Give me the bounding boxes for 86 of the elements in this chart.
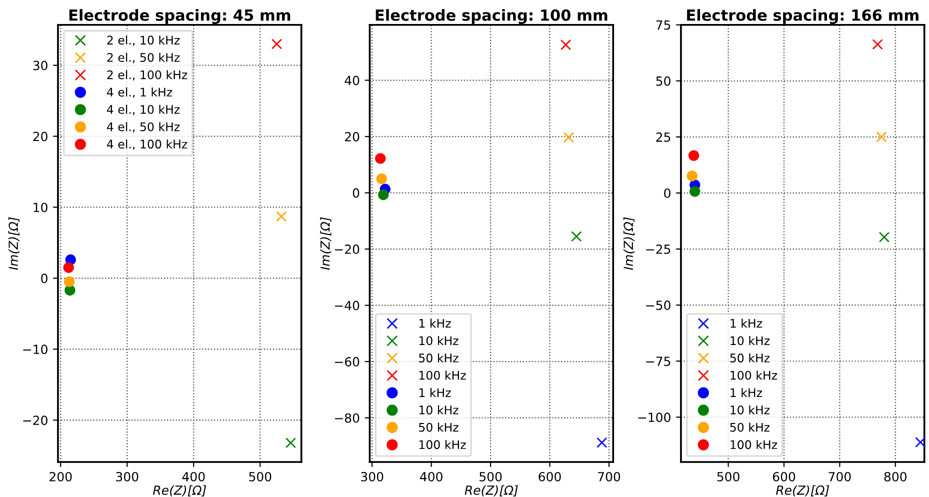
y-tick-label: 0 [352,188,360,198]
point [571,231,582,242]
legend-label: 100 kHz [730,440,778,450]
x-axis-title: Re(Z)[Ω] [153,485,206,496]
y-tick-label: 50 [656,76,670,86]
point [64,284,76,296]
point [915,436,926,448]
legend-label: 100 kHz [419,440,466,450]
point [560,39,572,50]
point [376,173,387,184]
x-tick-label: 800 [884,472,906,482]
point [872,39,883,50]
y-tick-label: 10 [34,202,48,212]
y-tick-label: 75 [656,20,670,30]
y-tick-label: 40 [344,76,360,86]
x-axis-title: Re(Z)[Ω] [776,485,830,496]
y-tick-label: −100 [638,412,670,422]
y-tick-label: 0 [41,274,48,284]
x-tick-label: 500 [249,472,272,482]
y-axis-title: Im(Z)[Ω] [623,217,635,270]
y-tick-label: 0 [664,188,670,198]
legend-label: 100 kHz [419,370,466,380]
x-tick-label: 500 [717,472,740,482]
y-tick-label: −60 [334,357,360,367]
legend-label: 1 kHz [419,318,451,328]
y-axis-title: Im(Z)[Ω] [320,217,332,270]
chart-title: Electrode spacing: 45 mm [69,9,290,24]
legend-label: 100 kHz [730,370,778,380]
legend-label: 4 el., 100 kHz [106,139,188,150]
legend-label: 1 kHz [730,388,762,397]
y-tick-label: −50 [646,300,670,310]
x-tick-label: 600 [772,472,796,482]
legend-label: 1 kHz [419,388,451,397]
legend-label: 10 kHz [730,336,770,346]
legend-label: 2 el., 50 kHz [107,52,180,64]
x-tick-label: 200 [50,472,72,482]
point [64,276,75,288]
point [285,437,296,448]
legend-label: 2 el., 100 kHz [107,70,188,80]
chart-title: Electrode spacing: 166 mm [687,9,918,24]
y-tick-label: 20 [33,132,48,142]
point [276,211,287,222]
x-tick-label: 400 [182,472,205,482]
legend-label: 50 kHz [730,353,770,362]
legend-label: 4 el., 1 kHz [106,87,172,98]
legend-label: 50 kHz [419,353,458,362]
x-axis-title: Re(Z)[Ω] [464,485,518,496]
y-tick-label: −25 [646,244,670,254]
point [271,38,282,50]
legend-label: 1 kHz [730,318,762,328]
y-tick-label: −10 [23,344,48,354]
x-tick-label: 300 [361,472,384,482]
x-tick-label: 300 [116,472,138,482]
y-tick-label: 25 [656,132,670,142]
legend-label: 10 kHz [419,405,458,414]
y-tick-label: −80 [334,413,360,423]
point [690,186,700,197]
x-tick-label: 700 [598,472,620,482]
x-tick-label: 700 [828,472,851,482]
point [563,132,574,143]
legend-label: 2 el., 10 kHz [107,35,180,46]
legend-label: 10 kHz [730,405,770,414]
y-tick-label: −75 [646,356,670,366]
y-tick-label: 20 [345,132,360,142]
y-tick-label: 30 [33,60,48,70]
x-tick-label: 600 [538,472,561,482]
point [375,153,386,164]
point [596,437,608,448]
point [378,189,389,200]
point [688,150,700,161]
y-tick-label: −40 [334,300,360,310]
x-tick-label: 500 [480,472,502,482]
legend-label: 50 kHz [419,422,458,432]
legend-label: 4 el., 10 kHz [106,104,180,116]
y-tick-label: −20 [23,416,48,426]
point [876,132,887,142]
chart-title: Electrode spacing: 100 mm [376,9,608,24]
y-axis-title: Im(Z)[Ω] [8,217,20,270]
point [878,232,890,243]
legend-label: 50 kHz [730,422,770,432]
point [63,262,74,273]
legend-label: 4 el., 50 kHz [106,122,180,132]
point [686,170,698,182]
x-tick-label: 400 [420,472,442,482]
legend-label: 10 kHz [419,336,458,346]
y-tick-label: −20 [334,244,360,254]
